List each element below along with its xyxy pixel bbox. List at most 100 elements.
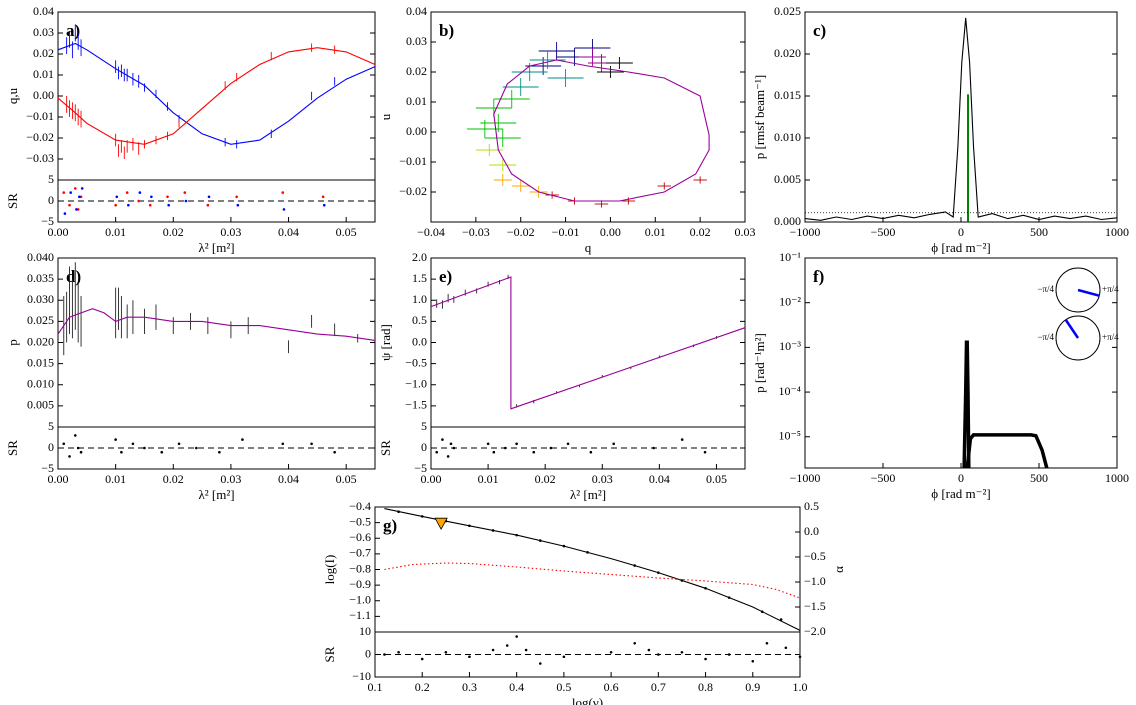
y-tick-label: 0.01 xyxy=(406,94,427,108)
y-tick-label: −0.8 xyxy=(349,561,371,575)
point xyxy=(680,650,684,654)
x-tick-label: 0.03 xyxy=(735,225,756,239)
y-tick-label: 0.020 xyxy=(27,334,54,348)
x-tick-label: 0.01 xyxy=(105,472,126,486)
y-tick-label: −0.5 xyxy=(405,355,427,369)
y-tick-label: 0.000 xyxy=(774,214,801,228)
axes-frame xyxy=(57,179,376,223)
x-tick-label: 0.4 xyxy=(509,680,524,694)
x-tick-label: 0 xyxy=(958,471,964,485)
point xyxy=(612,442,615,446)
y-tick-label: 0.030 xyxy=(27,292,54,306)
point xyxy=(115,195,119,199)
point xyxy=(236,203,240,207)
x-tick-label: 0.00 xyxy=(48,472,69,486)
point xyxy=(218,450,221,454)
point xyxy=(79,450,83,454)
y-tick-label: 0.040 xyxy=(27,250,54,264)
y-tick-label: 0 xyxy=(365,646,371,660)
x-axis-label: λ² [m²] xyxy=(570,487,606,502)
x-tick-label: −500 xyxy=(871,225,896,239)
point xyxy=(727,653,731,656)
x-tick-label: 0.04 xyxy=(649,472,670,486)
panel-label: b) xyxy=(439,21,454,40)
y-tick-label: 10⁻⁵ xyxy=(778,429,801,443)
point xyxy=(609,650,613,654)
y-axis-label: p [rmsf beam⁻¹] xyxy=(752,75,767,159)
y2-tick-label: −1.0 xyxy=(804,574,826,588)
y-tick-label: 0.04 xyxy=(406,4,427,18)
point xyxy=(166,195,169,199)
y-tick-label: −5 xyxy=(41,214,54,228)
point xyxy=(633,641,637,645)
panel: 0.005 0.010 0.015 0.020 0.025 0.030 0.035 0.040… xyxy=(5,250,376,428)
point xyxy=(75,208,78,211)
panel: 0.04 0.03 0.02 0.01 0.00 −0.01 −0.02 −0.04 −0.03… xyxy=(378,4,756,255)
point xyxy=(73,434,77,437)
axes-frame xyxy=(430,426,746,470)
y-tick-label: 0.005 xyxy=(27,398,54,412)
y-tick-label: −1.0 xyxy=(405,377,427,391)
x-tick-label: 0.2 xyxy=(415,680,430,694)
x-tick-label: 0.04 xyxy=(278,472,299,486)
point xyxy=(195,446,198,450)
point xyxy=(62,442,66,446)
inset-angle xyxy=(1077,288,1100,297)
x-tick-label: 0.9 xyxy=(745,680,760,694)
y-tick-label: 0.00 xyxy=(406,124,427,138)
point xyxy=(137,199,140,203)
axes-frame xyxy=(804,11,1118,223)
y2-axis-label: α xyxy=(831,566,846,573)
point xyxy=(120,450,123,454)
point xyxy=(150,195,153,199)
point xyxy=(131,442,135,446)
point xyxy=(566,442,570,446)
axes-frame xyxy=(57,257,376,428)
y-tick-label: 0.0 xyxy=(412,334,427,348)
y-tick-label: 1.0 xyxy=(412,292,427,306)
x-tick-label: 0.02 xyxy=(690,225,711,239)
point xyxy=(207,195,211,199)
point xyxy=(524,648,528,652)
series-line xyxy=(804,17,1118,221)
y-axis-label: log(I) xyxy=(322,555,337,585)
y-tick-label: 0.015 xyxy=(774,88,801,102)
point xyxy=(241,438,244,441)
y-tick-label: 0.020 xyxy=(774,46,801,60)
y-tick-label: 0.035 xyxy=(27,271,54,285)
point xyxy=(435,450,439,454)
point xyxy=(452,446,456,450)
y-tick-label: 5 xyxy=(48,419,54,433)
point xyxy=(704,657,707,661)
y-tick-label: 0.00 xyxy=(33,88,54,102)
panel: 0.040.030.020.010.00−0.01−0.02−0.03a)q,u xyxy=(5,4,376,181)
point xyxy=(680,438,684,441)
y-tick-label: 10⁻¹ xyxy=(779,250,801,264)
point xyxy=(765,641,769,645)
y2-tick-label: −0.5 xyxy=(804,549,826,563)
series-line xyxy=(57,47,376,145)
inset-label: −π/4 xyxy=(1037,284,1054,294)
panel: 0.000 0.005 0.010 0.015 0.020 0.025 −1000 −500 0… xyxy=(752,4,1129,255)
x-tick-label: 0.5 xyxy=(556,680,571,694)
panel: −10 0 10 0.1 0.2 0.3 0.4 0.5 0.6 0.7 0.8 0.9 1.0 log(… xyxy=(322,624,808,705)
inset-label: +π/4 xyxy=(1102,284,1119,294)
x-tick-label: 0.01 xyxy=(478,472,499,486)
x-axis-label: log(ν) xyxy=(572,695,603,705)
y-tick-label: 1.5 xyxy=(412,271,427,285)
point xyxy=(127,203,130,207)
series-line xyxy=(965,433,1049,469)
point xyxy=(383,653,386,656)
y-tick-label: 5 xyxy=(421,419,427,433)
x-tick-label: 0 xyxy=(958,225,964,239)
x-tick-label: 0.00 xyxy=(600,225,621,239)
x-tick-label: 0.8 xyxy=(698,680,713,694)
point xyxy=(160,450,164,454)
x-tick-label: 0.03 xyxy=(220,472,241,486)
panel: −5 0 5 0.00 0.01 0.02 0.03 0.04 0.05 λ² [m²] SR xyxy=(5,419,376,502)
series-line xyxy=(430,276,746,410)
y-tick-label: −1.0 xyxy=(349,593,371,607)
series-line xyxy=(493,59,710,202)
panel: 2.0 1.5 1.0 0.5 0.0 −0.5 −1.0 −1.5 e) ψ [rad] xyxy=(378,250,746,428)
point xyxy=(68,203,71,207)
